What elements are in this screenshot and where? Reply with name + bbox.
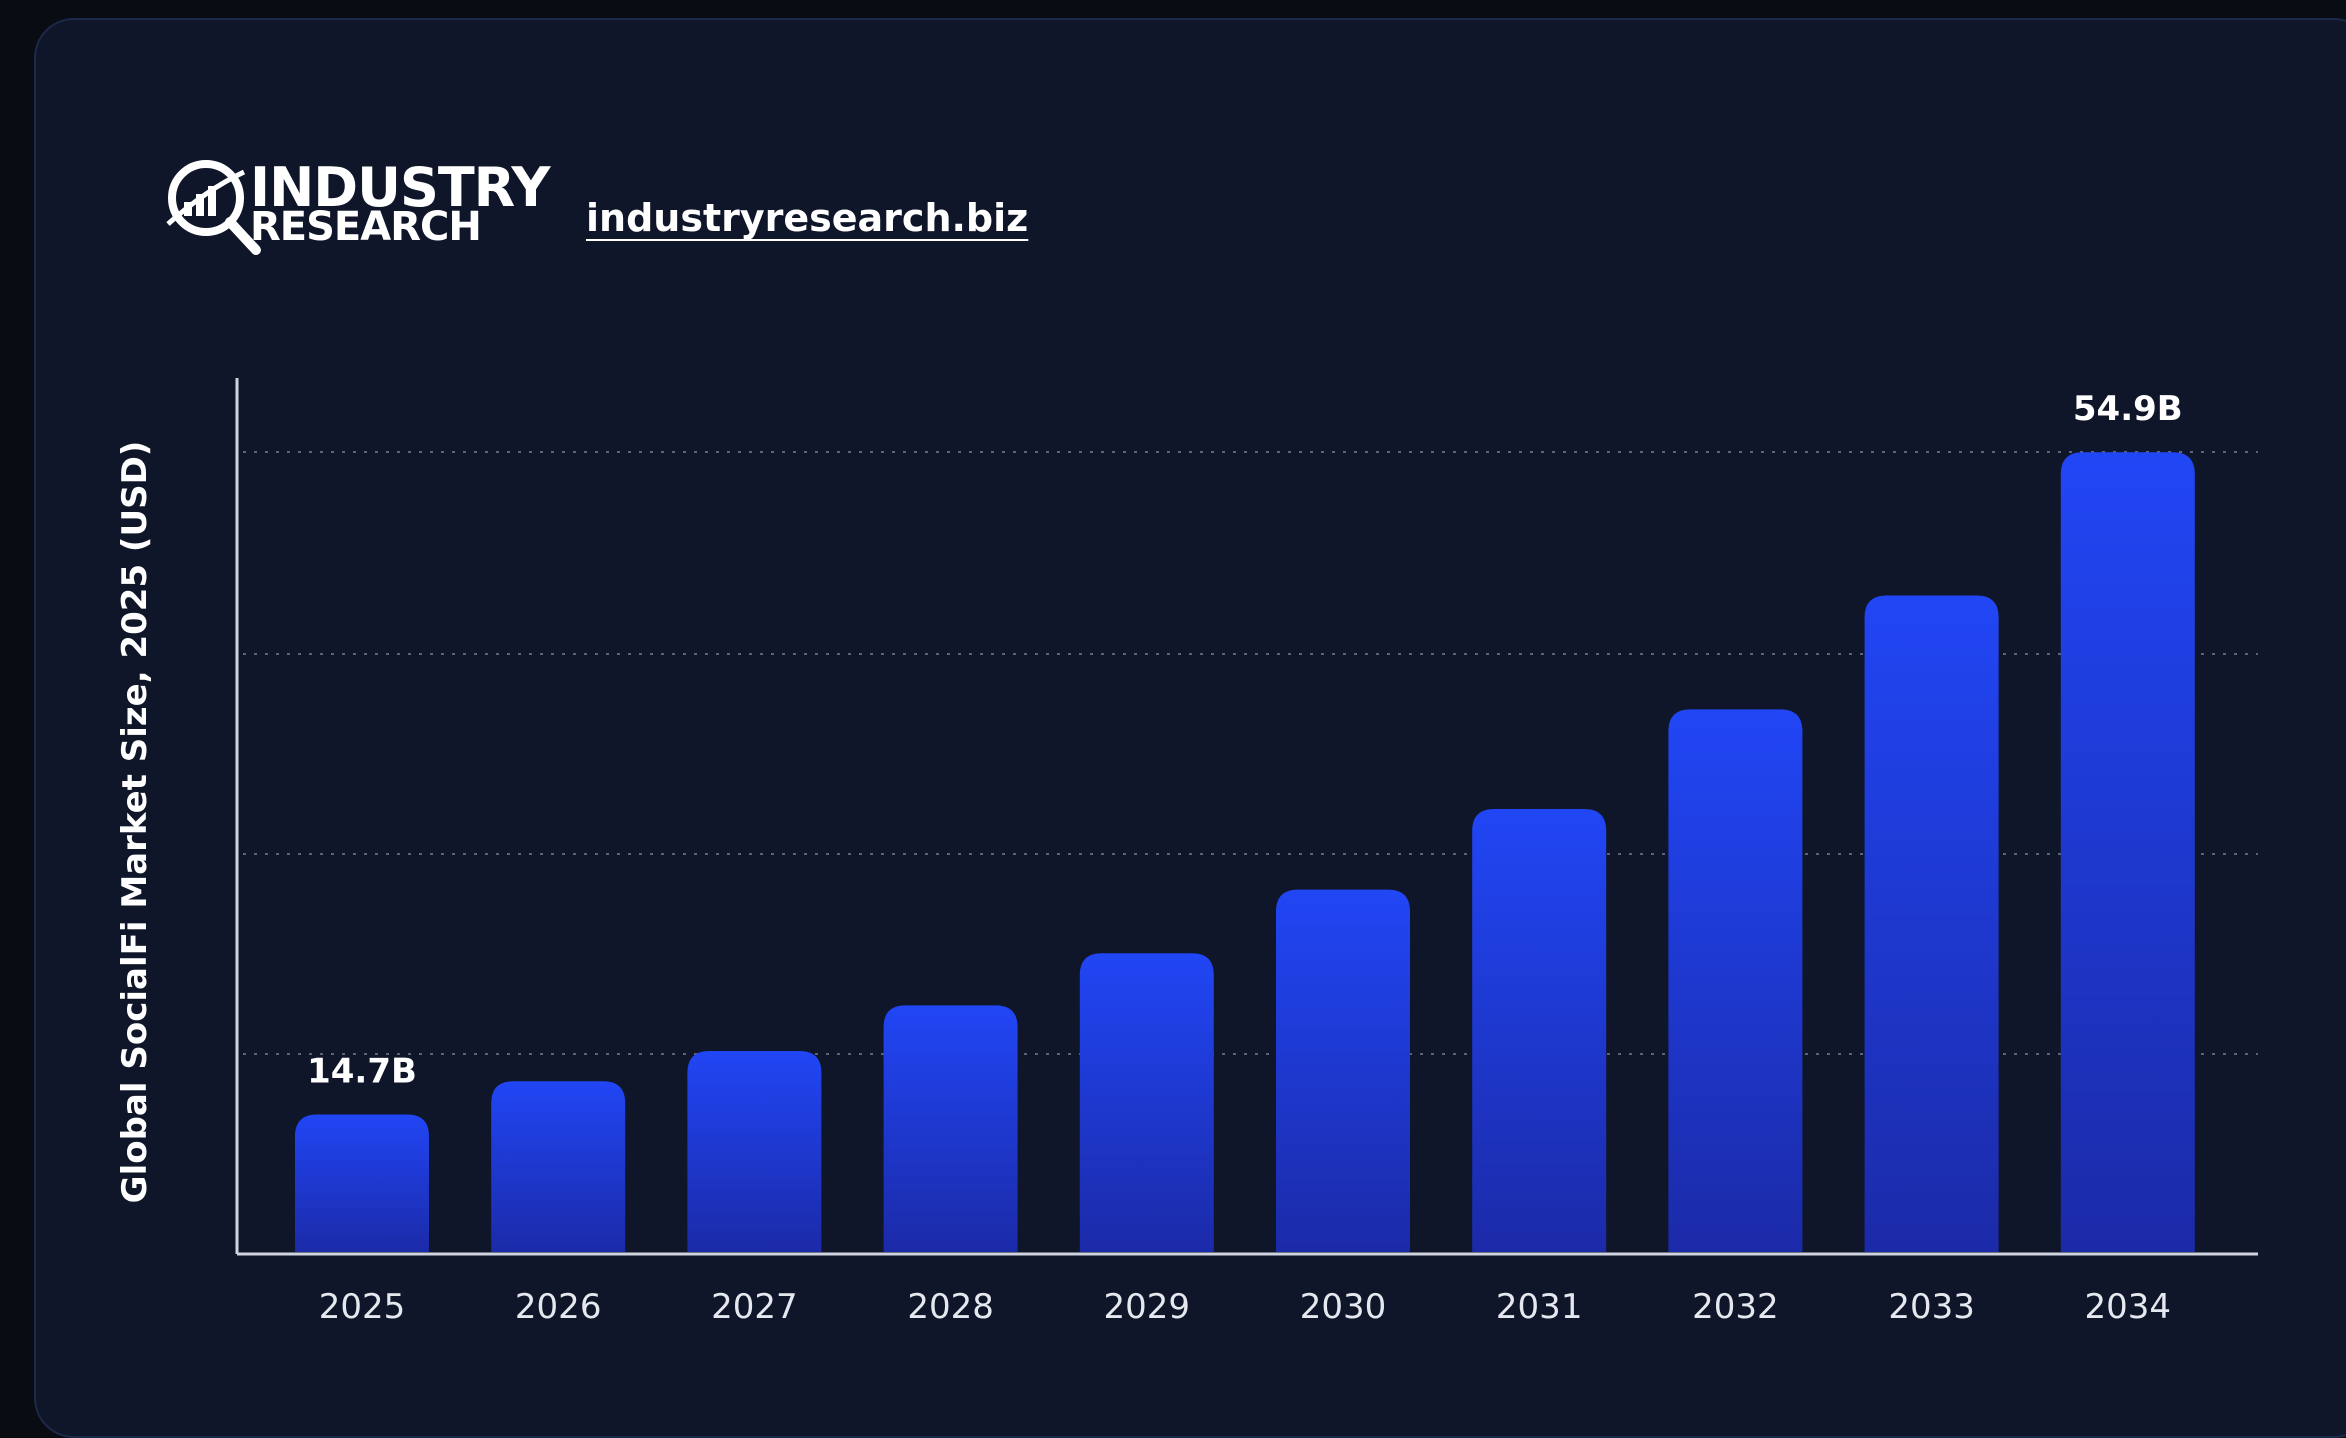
bar-2034: [2060, 452, 2195, 1252]
bar-2031: [1472, 808, 1607, 1252]
axes: [235, 378, 2258, 1256]
bars: [295, 452, 2195, 1252]
bar-data-label: 14.7B: [307, 1052, 417, 1092]
bar-2027: [687, 1050, 822, 1252]
logo-word-industry: INDUSTRY: [250, 156, 550, 219]
bar-2032: [1668, 709, 1803, 1252]
x-tick-label: 2031: [1496, 1287, 1583, 1327]
bar-2029: [1079, 953, 1214, 1252]
bar-2026: [491, 1081, 626, 1252]
logo-word-research: RESEARCH: [250, 204, 482, 250]
labels: 2025 2026 2027 2028 2029 2030 2031 2032 2033 2034…: [307, 389, 2183, 1327]
magnifier-chart-icon: [166, 160, 261, 255]
x-tick-label: 2029: [1104, 1287, 1191, 1327]
x-tick-label: 2033: [1888, 1287, 1975, 1327]
x-tick-label: 2034: [2085, 1287, 2172, 1327]
x-tick-label: 2025: [319, 1287, 406, 1327]
y-axis-label: Global SocialFi Market Size, 2025 (USD): [115, 441, 155, 1204]
x-tick-label: 2032: [1692, 1287, 1779, 1327]
bar-chart: 2025 2026 2027 2028 2029 2030 2031 2032 2033 2034…: [115, 378, 2258, 1327]
x-tick-label: 2026: [515, 1287, 602, 1327]
x-tick-label: 2030: [1300, 1287, 1387, 1327]
website-link[interactable]: industryresearch.biz: [586, 196, 1029, 240]
bar-data-label: 54.9B: [2073, 389, 2183, 429]
bar-2030: [1276, 889, 1410, 1252]
x-tick-label: 2028: [907, 1287, 994, 1327]
bar-2028: [883, 1005, 1018, 1252]
x-tick-label: 2027: [711, 1287, 798, 1327]
bar-2025: [295, 1114, 429, 1252]
industry-research-logo[interactable]: INDUSTRY RESEARCH: [158, 150, 550, 270]
bar-2033: [1864, 595, 1999, 1252]
